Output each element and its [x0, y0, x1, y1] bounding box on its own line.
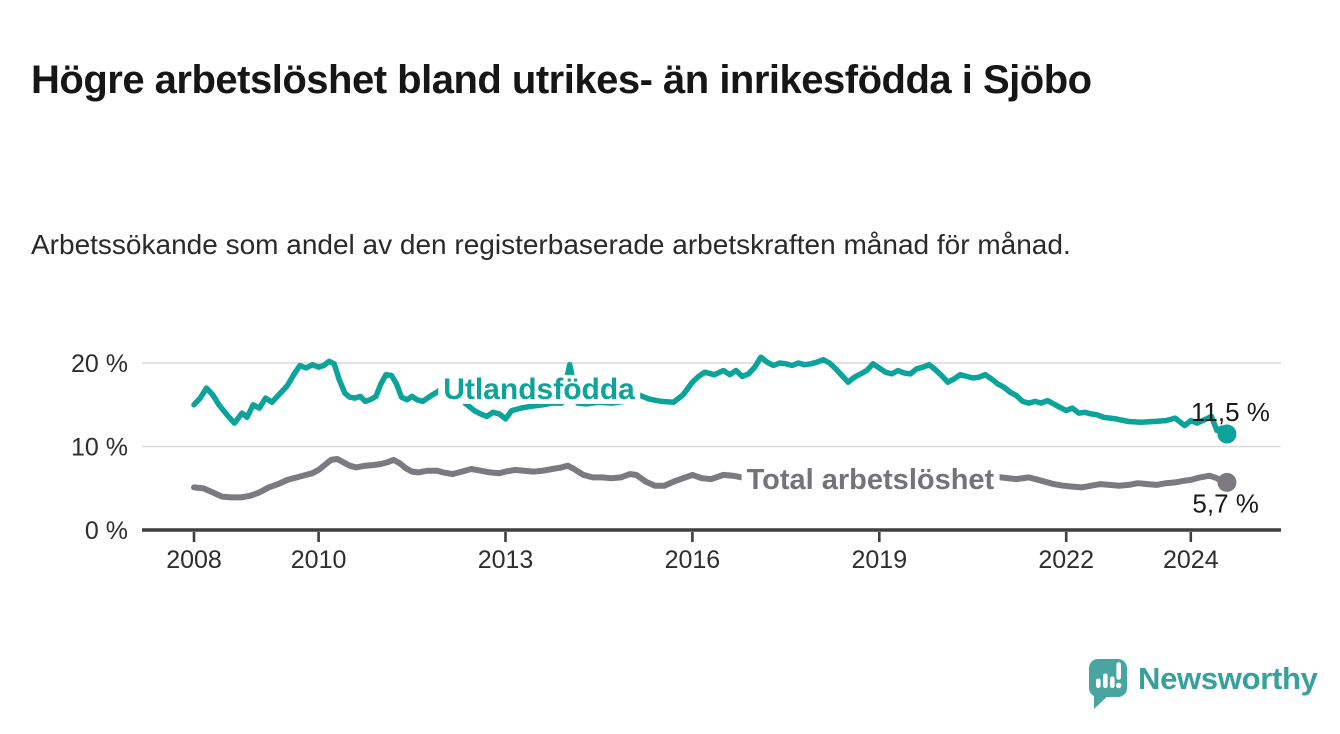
series-line-utlandsfodda [191, 354, 1230, 437]
x-axis-tick-label: 2008 [166, 546, 222, 574]
x-axis-tick-label: 2016 [665, 546, 721, 574]
logo-wordmark: Newsworthy [1138, 661, 1319, 696]
x-axis-tick-label: 2022 [1038, 546, 1094, 574]
series-label: Total arbetslöshet [747, 464, 995, 496]
x-axis-tick-label: 2010 [291, 546, 347, 574]
y-axis-tick-label: 10 % [71, 434, 128, 462]
series-line-total [191, 456, 1230, 501]
series-label-backdrop [438, 374, 641, 404]
series-label-backdrop [741, 466, 1000, 495]
series-end-dot [1217, 472, 1237, 492]
series-end-dot [1217, 424, 1237, 444]
page-subtitle: Arbetssökande som andel av den registerb… [31, 229, 1071, 260]
newsworthy-logo: Newsworthy [1089, 659, 1319, 709]
page-title: Högre arbetslöshet bland utrikes- än inr… [31, 57, 1092, 102]
x-axis-tick-label: 2019 [851, 546, 907, 574]
series-end-value-label: 5,7 % [1192, 488, 1259, 518]
series-label: Utlandsfödda [443, 373, 635, 406]
unemployment-line-chart: 2008 2010 2013 2016 2019 2022 2024 0 % 10 % 20 % U… [71, 350, 1281, 574]
logo-bar-chart-icon [1096, 678, 1101, 688]
y-axis-tick-label: 0 % [85, 517, 128, 545]
x-axis-tick-label: 2024 [1163, 546, 1219, 574]
series-end-value-label: 11,5 % [1191, 397, 1270, 427]
x-axis-tick-label: 2013 [478, 546, 534, 574]
logo-speech-bubble-icon [1089, 659, 1127, 709]
y-axis-tick-label: 20 % [71, 350, 128, 378]
